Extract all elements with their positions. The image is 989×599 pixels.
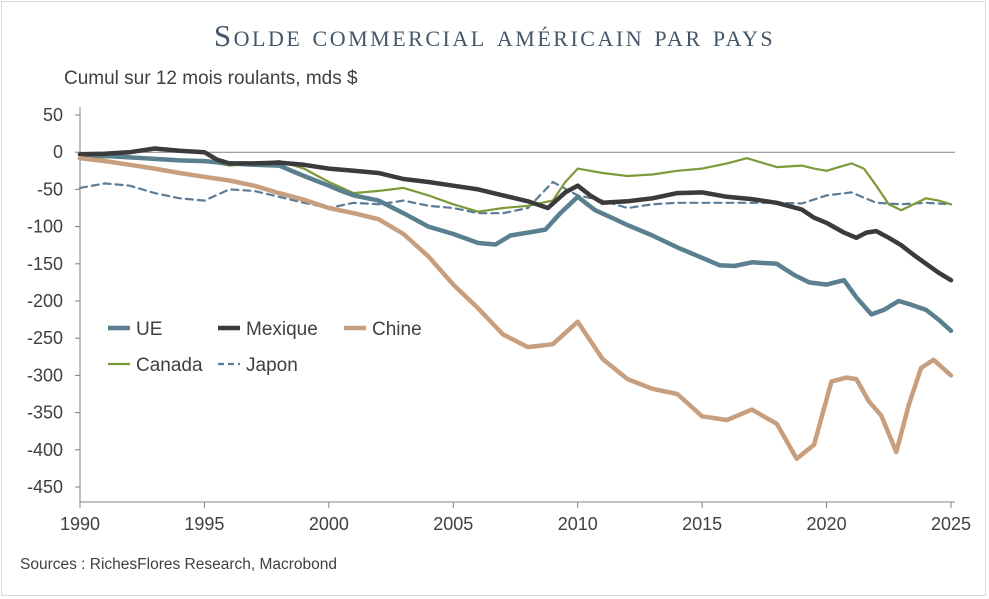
y-tick-label: -400: [27, 440, 63, 460]
legend-item-mexique: Mexique: [218, 319, 318, 340]
x-tick-label: 2015: [682, 514, 722, 534]
legend-item-chine: Chine: [344, 319, 422, 340]
y-tick-label: -150: [27, 254, 63, 274]
legend-label: Canada: [136, 355, 203, 376]
legend-label: UE: [136, 319, 162, 340]
legend-label: Chine: [372, 319, 422, 340]
chart-source: Sources : RichesFlores Research, Macrobo…: [20, 556, 338, 573]
series-line-ue: [77, 152, 954, 334]
y-tick-label: -50: [37, 179, 63, 199]
chart-subtitle: Cumul sur 12 mois roulants, mds $: [64, 68, 358, 89]
y-tick-label: 50: [43, 105, 63, 125]
chart-title: Solde commercial américain par pays: [213, 18, 776, 53]
x-tick-label: 2000: [309, 514, 349, 534]
y-tick-label: -200: [27, 291, 63, 311]
x-tick-label: 2025: [931, 514, 971, 534]
y-tick-label: 0: [53, 142, 63, 162]
series-line-canada: [78, 156, 953, 213]
y-tick-label: -450: [27, 477, 63, 497]
x-tick-label: 1995: [184, 514, 224, 534]
y-tick-label: -250: [27, 328, 63, 348]
x-tick-label: 2005: [433, 514, 473, 534]
series-line-mexique: [77, 146, 954, 283]
x-tick-label: 2010: [558, 514, 598, 534]
legend-item-ue: UE: [108, 319, 162, 340]
series-line-chine: [77, 155, 954, 461]
legend-item-canada: Canada: [108, 355, 203, 376]
y-tick-label: -350: [27, 403, 63, 423]
series-lines: [77, 146, 954, 461]
axes: 50 0 -50 -100 -150 -200 -250 -300 -350 -400 -450 19…: [27, 105, 971, 534]
legend-label: Mexique: [246, 319, 318, 340]
y-tick-label: -300: [27, 365, 63, 385]
x-tick-label: 1990: [60, 514, 100, 534]
legend: UE Mexique Chine Canada Japon: [108, 319, 422, 376]
legend-item-japon: Japon: [218, 355, 298, 376]
x-tick-label: 2020: [807, 514, 847, 534]
series-line-japon: [78, 180, 953, 215]
legend-label: Japon: [246, 355, 298, 376]
y-tick-label: -100: [27, 217, 63, 237]
